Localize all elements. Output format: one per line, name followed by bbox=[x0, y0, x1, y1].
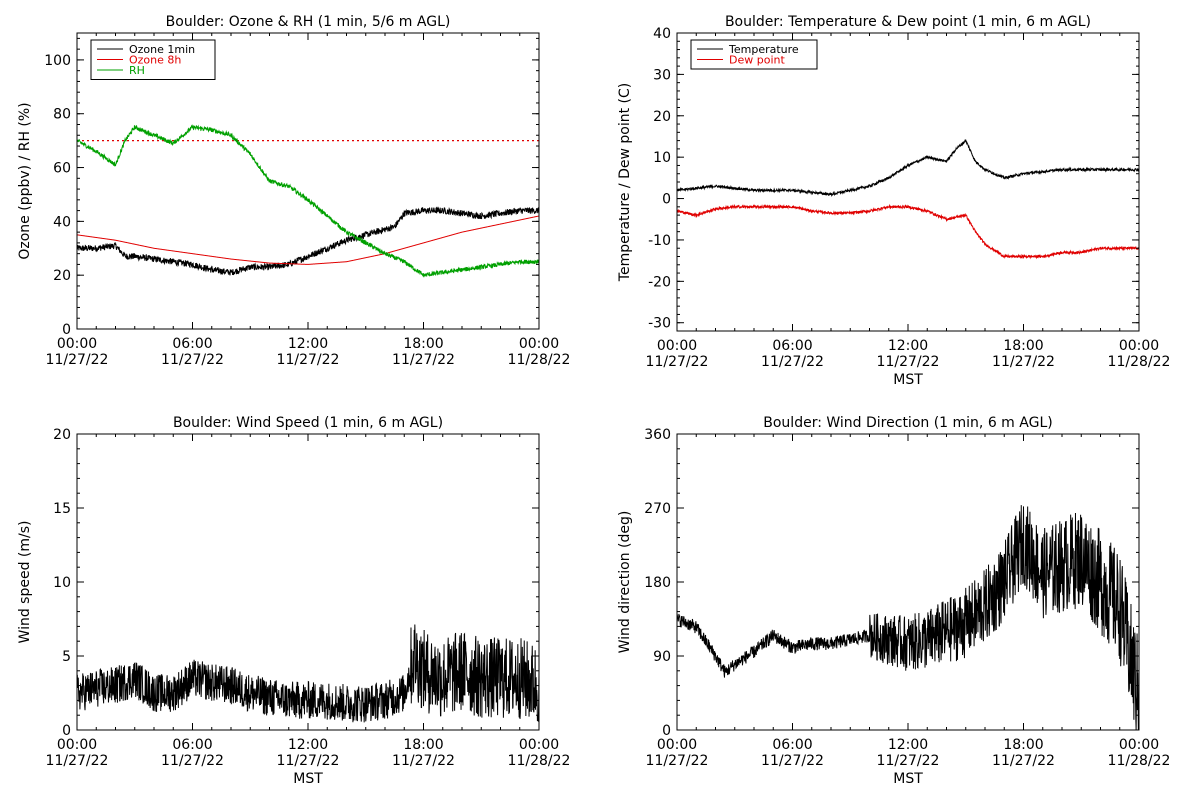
y-tick-label: 0 bbox=[62, 322, 71, 338]
series-line-0 bbox=[77, 206, 539, 276]
x-tick-label: 00:00 11/28/22 bbox=[508, 336, 571, 368]
legend-label: Temperature bbox=[728, 43, 799, 56]
panel-wspd: Boulder: Wind Speed (1 min, 6 m AGL) 0 5 10… bbox=[17, 415, 570, 787]
y-tick-label: 40 bbox=[53, 214, 71, 230]
series-line-0 bbox=[77, 624, 539, 723]
x-axis-label: MST bbox=[893, 771, 923, 787]
panel-ozone: Boulder: Ozone & RH (1 min, 5/6 m AGL) 0 2… bbox=[17, 14, 570, 368]
x-tick-label: 00:00 11/28/22 bbox=[1108, 737, 1171, 769]
series-line-0 bbox=[677, 505, 1139, 730]
chart-title: Boulder: Wind Direction (1 min, 6 m AGL) bbox=[763, 415, 1052, 431]
x-tick-label: 00:00 11/28/22 bbox=[508, 737, 571, 769]
y-tick-label: 10 bbox=[53, 575, 71, 591]
series-line-1 bbox=[77, 215, 539, 265]
x-tick-label: 06:00 11/27/22 bbox=[761, 737, 824, 769]
y-axis-label: Wind speed (m/s) bbox=[17, 521, 33, 644]
y-tick-label: 90 bbox=[653, 649, 671, 665]
y-tick-label: 270 bbox=[644, 501, 671, 517]
y-tick-label: 0 bbox=[662, 192, 671, 208]
panel-wdir: Boulder: Wind Direction (1 min, 6 m AGL)… bbox=[617, 415, 1170, 787]
series-line-0 bbox=[677, 139, 1139, 198]
chart-title: Boulder: Wind Speed (1 min, 6 m AGL) bbox=[173, 415, 443, 431]
y-tick-label: 20 bbox=[53, 427, 71, 443]
x-tick-label: 06:00 11/27/22 bbox=[761, 338, 824, 370]
y-tick-label: -10 bbox=[648, 233, 671, 249]
y-tick-label: 360 bbox=[644, 427, 671, 443]
x-tick-label: 00:00 11/27/22 bbox=[646, 737, 709, 769]
panel-temp: Boulder: Temperature & Dew point (1 min,… bbox=[617, 14, 1170, 388]
x-tick-label: 00:00 11/27/22 bbox=[46, 336, 109, 368]
x-tick-label: 12:00 11/27/22 bbox=[277, 336, 340, 368]
y-tick-label: 0 bbox=[662, 723, 671, 739]
y-tick-label: -30 bbox=[648, 316, 671, 332]
y-tick-label: -20 bbox=[648, 274, 671, 290]
y-tick-label: 5 bbox=[62, 649, 71, 665]
y-tick-label: 0 bbox=[62, 723, 71, 739]
y-tick-label: 20 bbox=[53, 268, 71, 284]
x-tick-label: 00:00 11/27/22 bbox=[646, 338, 709, 370]
series-line-2 bbox=[77, 124, 539, 278]
chart-title: Boulder: Ozone & RH (1 min, 5/6 m AGL) bbox=[166, 14, 451, 30]
x-tick-label: 18:00 11/27/22 bbox=[992, 737, 1055, 769]
y-tick-label: 40 bbox=[653, 26, 671, 42]
chart-title: Boulder: Temperature & Dew point (1 min,… bbox=[725, 14, 1091, 30]
y-tick-label: 15 bbox=[53, 501, 71, 517]
series-line-1 bbox=[677, 203, 1139, 260]
y-tick-label: 20 bbox=[653, 109, 671, 125]
x-tick-label: 06:00 11/27/22 bbox=[161, 737, 224, 769]
x-tick-label: 12:00 11/27/22 bbox=[877, 737, 940, 769]
y-tick-label: 30 bbox=[653, 67, 671, 83]
y-axis-label: Wind direction (deg) bbox=[617, 511, 633, 654]
x-tick-label: 06:00 11/27/22 bbox=[161, 336, 224, 368]
legend-label: Ozone 1min bbox=[129, 43, 195, 56]
x-tick-label: 12:00 11/27/22 bbox=[277, 737, 340, 769]
x-tick-label: 00:00 11/28/22 bbox=[1108, 338, 1171, 370]
y-axis-label: Ozone (ppbv) / RH (%) bbox=[17, 102, 33, 259]
x-tick-label: 18:00 11/27/22 bbox=[392, 737, 455, 769]
plot-frame bbox=[676, 32, 1140, 332]
y-tick-label: 180 bbox=[644, 575, 671, 591]
legend-box bbox=[690, 39, 818, 70]
legend-label: Dew point bbox=[729, 54, 785, 67]
x-axis-label: MST bbox=[893, 372, 923, 388]
legend-label: Ozone 8h bbox=[129, 54, 181, 67]
y-tick-label: 10 bbox=[653, 150, 671, 166]
y-tick-label: 80 bbox=[53, 107, 71, 123]
y-tick-label: 60 bbox=[53, 161, 71, 177]
x-axis-label: MST bbox=[293, 771, 323, 787]
x-tick-label: 00:00 11/27/22 bbox=[46, 737, 109, 769]
y-axis-label: Temperature / Dew point (C) bbox=[617, 83, 633, 282]
x-tick-label: 12:00 11/27/22 bbox=[877, 338, 940, 370]
legend-label: RH bbox=[129, 64, 145, 77]
x-tick-label: 18:00 11/27/22 bbox=[992, 338, 1055, 370]
x-tick-label: 18:00 11/27/22 bbox=[392, 336, 455, 368]
y-tick-label: 100 bbox=[44, 53, 71, 69]
